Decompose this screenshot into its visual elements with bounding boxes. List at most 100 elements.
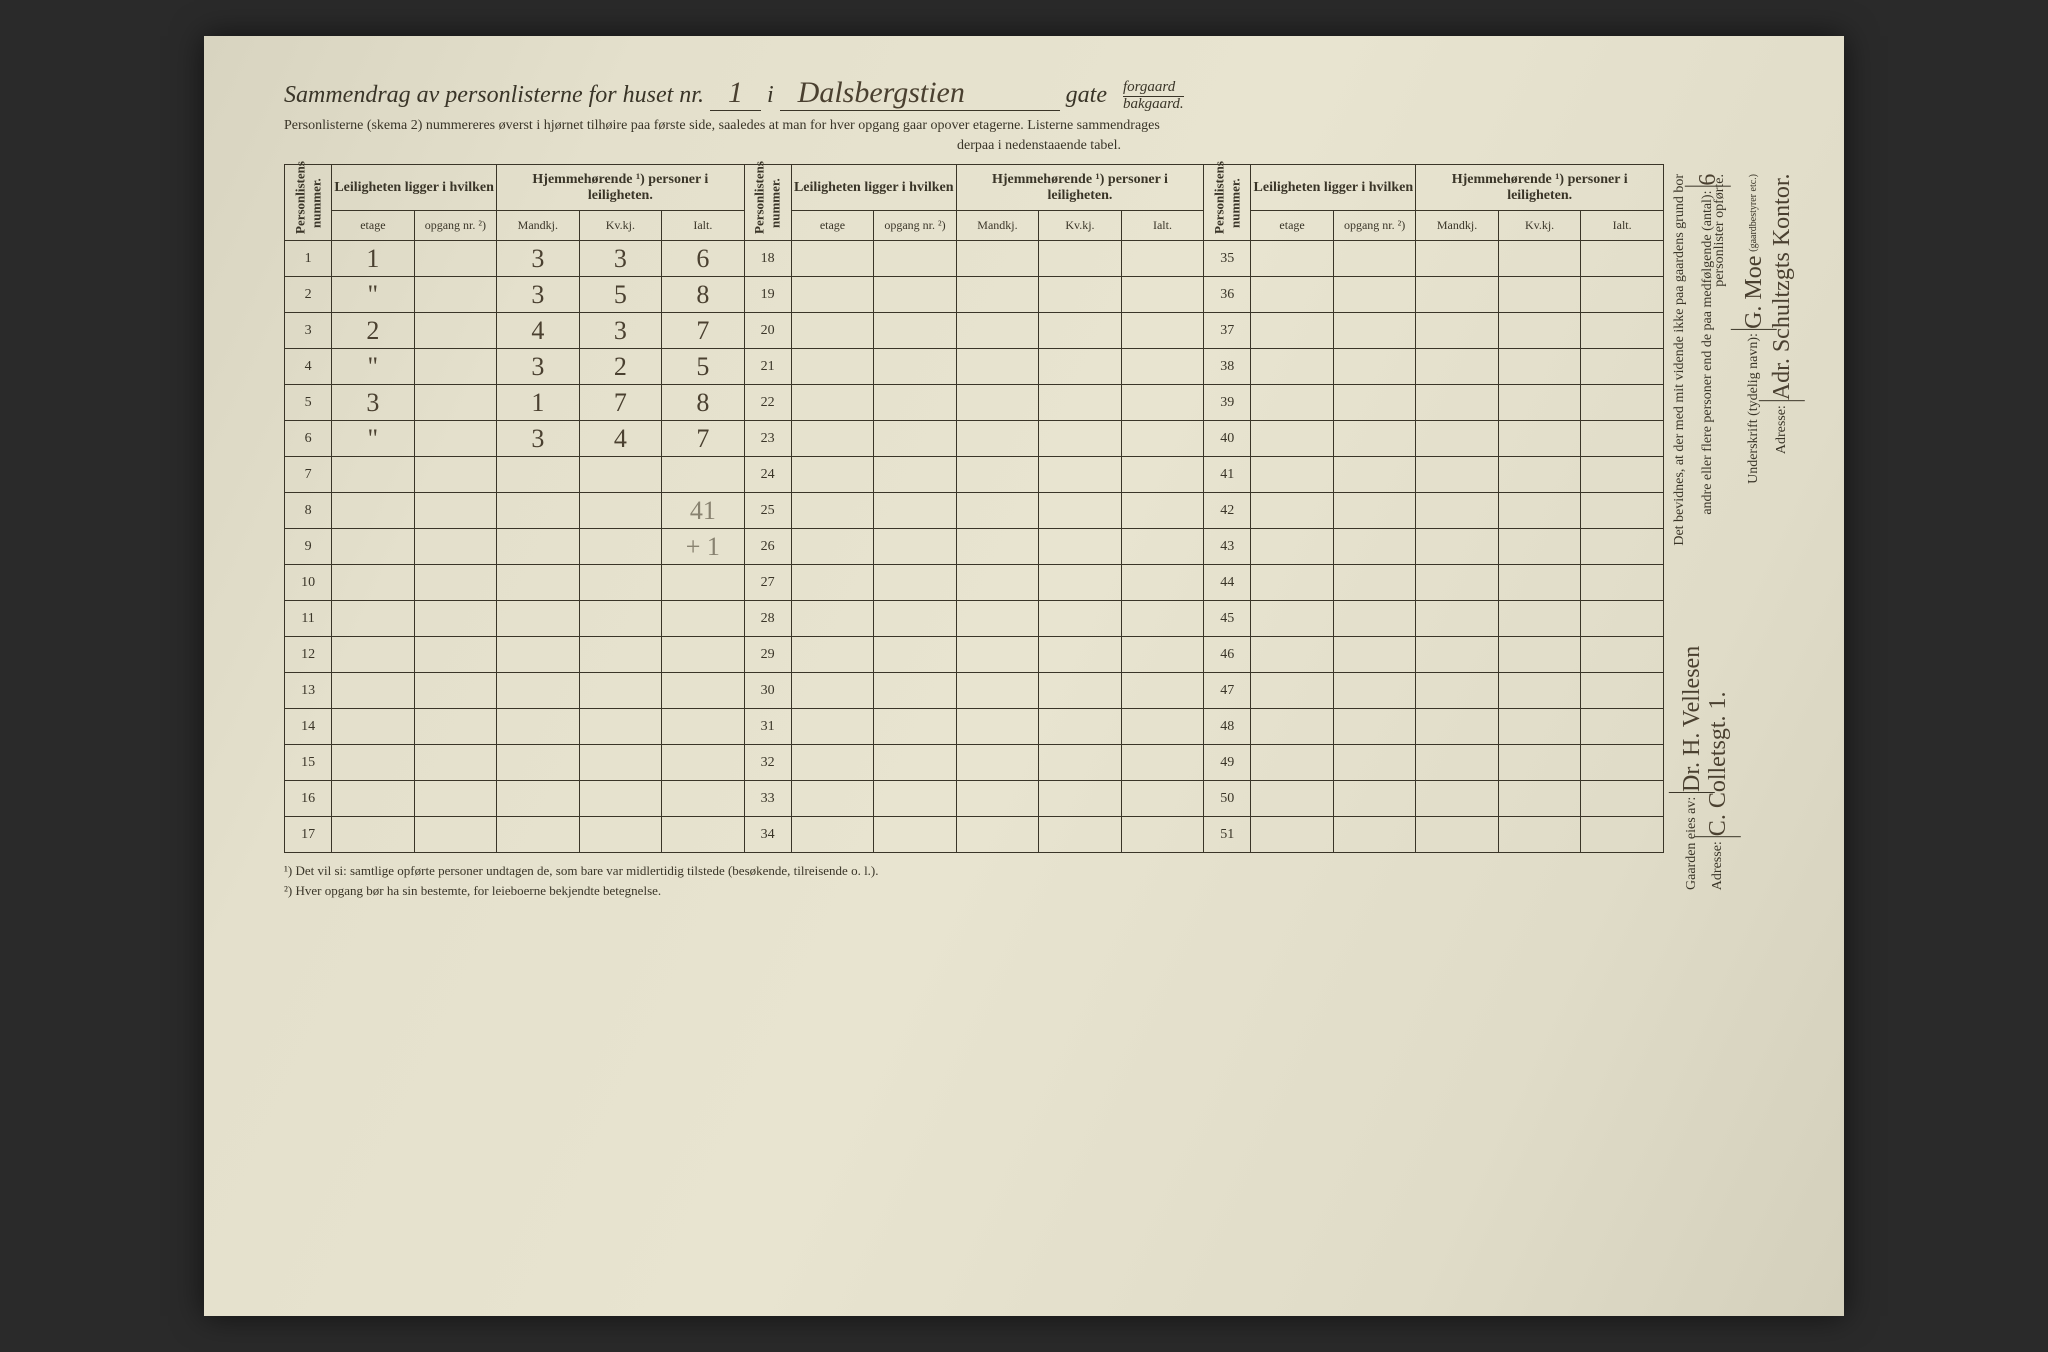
cell-ialt bbox=[1121, 277, 1204, 313]
subtitle-line-2: derpaa i nedenstaaende tabel. bbox=[284, 138, 1794, 154]
cell-opgang bbox=[414, 241, 497, 277]
cell-opgang bbox=[1333, 529, 1416, 565]
cell-ialt: 7 bbox=[662, 421, 745, 457]
cell-mandkj bbox=[956, 709, 1038, 745]
cell-etage bbox=[791, 385, 873, 421]
cell-mandkj bbox=[497, 673, 579, 709]
cell-etage bbox=[332, 493, 414, 529]
cell-opgang bbox=[1333, 241, 1416, 277]
row-num: 39 bbox=[1204, 385, 1251, 421]
cell-mandkj bbox=[956, 529, 1038, 565]
cell-mandkj bbox=[956, 601, 1038, 637]
col-hjemme-3: Hjemmehørende ¹) personer i leiligheten. bbox=[1416, 165, 1664, 211]
col-leiligheten-1: Leiligheten ligger i hvilken bbox=[332, 165, 497, 211]
cell-ialt bbox=[1581, 637, 1664, 673]
cell-mandkj bbox=[1416, 385, 1498, 421]
cell-mandkj bbox=[1416, 709, 1498, 745]
cell-kvkj bbox=[1039, 241, 1121, 277]
row-num: 32 bbox=[744, 745, 791, 781]
cell-ialt bbox=[1121, 601, 1204, 637]
street-field: Dalsbergstien bbox=[780, 76, 1060, 111]
table-head: Personlistens nummer. Leiligheten ligger… bbox=[285, 165, 1664, 241]
cell-etage bbox=[332, 709, 414, 745]
cell-mandkj bbox=[956, 313, 1038, 349]
cell-etage bbox=[791, 781, 873, 817]
table-row: 2"3581936 bbox=[285, 277, 1664, 313]
cell-mandkj bbox=[497, 565, 579, 601]
cell-ialt bbox=[1121, 745, 1204, 781]
cell-etage bbox=[1251, 421, 1333, 457]
row-num: 45 bbox=[1204, 601, 1251, 637]
cell-mandkj bbox=[1416, 745, 1498, 781]
cell-etage bbox=[1251, 817, 1333, 853]
cell-etage bbox=[1251, 385, 1333, 421]
col-opgang-1: opgang nr. ²) bbox=[414, 211, 497, 241]
row-num: 23 bbox=[744, 421, 791, 457]
word-i: i bbox=[767, 82, 774, 108]
cell-mandkj: 3 bbox=[497, 241, 579, 277]
cell-etage bbox=[791, 745, 873, 781]
cell-kvkj bbox=[1039, 529, 1121, 565]
cell-mandkj bbox=[1416, 601, 1498, 637]
cell-mandkj bbox=[956, 637, 1038, 673]
cell-opgang bbox=[874, 745, 957, 781]
row-num: 4 bbox=[285, 349, 332, 385]
cell-ialt bbox=[1121, 529, 1204, 565]
table-row: 143148 bbox=[285, 709, 1664, 745]
cell-etage bbox=[791, 277, 873, 313]
cell-etage bbox=[791, 313, 873, 349]
cell-etage bbox=[791, 241, 873, 277]
col-hjemme-1: Hjemmehørende ¹) personer i leiligheten. bbox=[497, 165, 745, 211]
cell-opgang bbox=[874, 817, 957, 853]
col-hjemme-2: Hjemmehørende ¹) personer i leiligheten. bbox=[956, 165, 1204, 211]
cell-mandkj: 1 bbox=[497, 385, 579, 421]
cell-opgang bbox=[874, 529, 957, 565]
cell-mandkj bbox=[956, 673, 1038, 709]
row-num: 33 bbox=[744, 781, 791, 817]
cell-mandkj: 3 bbox=[497, 421, 579, 457]
cell-kvkj bbox=[1498, 313, 1580, 349]
table-row: 9+ 12643 bbox=[285, 529, 1664, 565]
cell-opgang bbox=[414, 817, 497, 853]
row-num: 47 bbox=[1204, 673, 1251, 709]
cell-kvkj bbox=[579, 817, 661, 853]
cell-mandkj bbox=[1416, 277, 1498, 313]
cell-etage bbox=[1251, 277, 1333, 313]
row-num: 40 bbox=[1204, 421, 1251, 457]
cell-ialt bbox=[1581, 745, 1664, 781]
cell-opgang bbox=[414, 709, 497, 745]
cell-etage bbox=[791, 457, 873, 493]
row-num: 8 bbox=[285, 493, 332, 529]
cell-mandkj bbox=[1416, 421, 1498, 457]
cell-etage bbox=[332, 745, 414, 781]
cell-mandkj bbox=[956, 817, 1038, 853]
table-row: 122946 bbox=[285, 637, 1664, 673]
cell-opgang bbox=[1333, 349, 1416, 385]
cell-kvkj bbox=[1498, 385, 1580, 421]
cell-etage bbox=[1251, 349, 1333, 385]
cell-opgang bbox=[1333, 781, 1416, 817]
row-num: 41 bbox=[1204, 457, 1251, 493]
cell-opgang bbox=[1333, 673, 1416, 709]
cell-opgang bbox=[874, 673, 957, 709]
cell-kvkj bbox=[1039, 493, 1121, 529]
adresse-label-2: Adresse: bbox=[1774, 406, 1789, 455]
cell-ialt bbox=[1581, 349, 1664, 385]
table-row: 133047 bbox=[285, 673, 1664, 709]
cell-opgang bbox=[1333, 385, 1416, 421]
cell-opgang bbox=[414, 529, 497, 565]
cell-ialt bbox=[1581, 493, 1664, 529]
cell-mandkj bbox=[956, 745, 1038, 781]
cell-opgang bbox=[874, 313, 957, 349]
cell-kvkj bbox=[579, 673, 661, 709]
table-row: 6"3472340 bbox=[285, 421, 1664, 457]
cell-etage bbox=[1251, 781, 1333, 817]
adresse-label-1: Adresse: bbox=[1710, 841, 1725, 890]
cell-opgang bbox=[874, 637, 957, 673]
cell-ialt: 7 bbox=[662, 313, 745, 349]
row-num: 13 bbox=[285, 673, 332, 709]
cell-mandkj bbox=[956, 241, 1038, 277]
cell-opgang bbox=[1333, 277, 1416, 313]
row-num: 34 bbox=[744, 817, 791, 853]
col-leiligheten-2: Leiligheten ligger i hvilken bbox=[791, 165, 956, 211]
